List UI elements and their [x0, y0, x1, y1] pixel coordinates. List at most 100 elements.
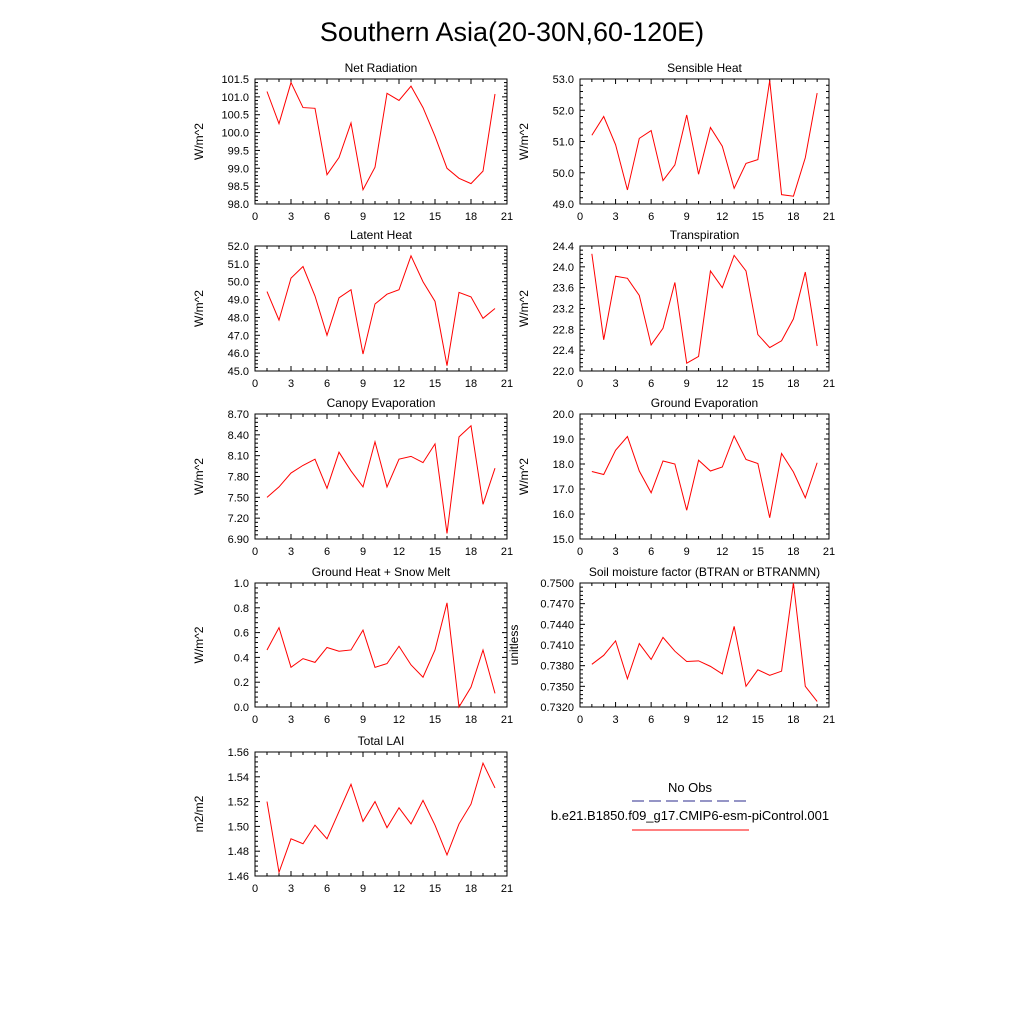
x-tick-label: 18 — [787, 378, 799, 390]
x-tick-label: 12 — [716, 714, 728, 726]
series-line — [591, 253, 818, 364]
chart-panel: Soil moisture factor (BTRAN or BTRANMN) 0… — [507, 565, 835, 726]
y-axis-label: W/m^2 — [192, 123, 206, 160]
x-tick-label: 12 — [393, 211, 405, 223]
plot-frame — [254, 751, 508, 877]
x-tick-label: 6 — [324, 211, 330, 223]
x-tick-label: 15 — [429, 714, 441, 726]
x-tick-label: 12 — [393, 714, 405, 726]
x-tick-label: 18 — [787, 211, 799, 223]
y-tick-label: 50.0 — [228, 277, 249, 289]
series-line — [591, 434, 818, 518]
y-tick-label: 98.5 — [228, 181, 249, 193]
x-tick-label: 15 — [429, 378, 441, 390]
legend-obs-label: No Obs — [668, 780, 713, 795]
y-tick-label: 16.0 — [553, 509, 574, 521]
x-tick-label: 21 — [501, 546, 513, 558]
x-tick-label: 18 — [465, 546, 477, 558]
x-tick-label: 15 — [429, 211, 441, 223]
x-tick-label: 6 — [324, 883, 330, 895]
y-axis-label: unitless — [507, 625, 521, 666]
y-tick-label: 99.0 — [228, 163, 249, 175]
x-tick-label: 9 — [684, 211, 690, 223]
y-tick-label: 0.6 — [234, 628, 249, 640]
chart-panel: Net Radiation 0 3 6 9 12 15 18 21 98.0 98.5 99.0 99.… — [192, 61, 513, 223]
plot-frame — [579, 413, 830, 540]
y-tick-label: 22.4 — [553, 345, 574, 357]
y-tick-label: 22.8 — [553, 324, 574, 336]
y-tick-label: 47.0 — [228, 330, 249, 342]
y-tick-label: 8.40 — [228, 430, 249, 442]
chart-panel: Ground Evaporation 0 3 6 9 12 15 18 21 15.0 16.0 17… — [517, 396, 835, 558]
x-tick-label: 0 — [252, 714, 258, 726]
y-tick-label: 46.0 — [228, 348, 249, 360]
y-axis-label: W/m^2 — [192, 626, 206, 663]
x-tick-label: 0 — [577, 211, 583, 223]
y-axis-label: W/m^2 — [192, 458, 206, 495]
x-tick-label: 0 — [252, 378, 258, 390]
x-tick-label: 21 — [501, 378, 513, 390]
series-line — [266, 602, 496, 709]
x-tick-label: 0 — [577, 714, 583, 726]
y-tick-label: 53.0 — [553, 74, 574, 86]
chart-panel: Latent Heat 0 3 6 9 12 15 18 21 45.0 46.0 47.0 48.0 4… — [192, 228, 513, 390]
y-tick-label: 0.7440 — [540, 619, 574, 631]
x-tick-label: 9 — [360, 714, 366, 726]
y-tick-label: 1.48 — [228, 846, 249, 858]
y-tick-label: 101.5 — [221, 74, 249, 86]
y-tick-label: 19.0 — [553, 434, 574, 446]
y-axis-label: W/m^2 — [517, 458, 531, 495]
y-tick-label: 99.5 — [228, 145, 249, 157]
y-tick-label: 100.5 — [221, 110, 249, 122]
y-tick-label: 0.4 — [234, 652, 249, 664]
x-tick-label: 6 — [324, 546, 330, 558]
y-axis-label: m2/m2 — [192, 795, 206, 832]
y-tick-label: 45.0 — [228, 366, 249, 378]
panel-title: Total LAI — [358, 734, 405, 748]
plot-frame — [254, 78, 508, 205]
x-tick-label: 0 — [252, 546, 258, 558]
y-tick-label: 1.0 — [234, 578, 249, 590]
series-line — [266, 424, 496, 534]
x-tick-label: 6 — [648, 378, 654, 390]
chart-panel: Canopy Evaporation 0 3 6 9 12 15 18 21 6.90 7.20 7.… — [192, 396, 513, 558]
y-tick-label: 49.0 — [228, 295, 249, 307]
panel-title: Net Radiation — [345, 61, 418, 75]
y-tick-label: 23.6 — [553, 283, 574, 295]
x-tick-label: 21 — [823, 378, 835, 390]
x-tick-label: 21 — [501, 211, 513, 223]
x-tick-label: 15 — [752, 546, 764, 558]
x-tick-label: 3 — [613, 714, 619, 726]
y-tick-label: 0.8 — [234, 603, 249, 615]
y-tick-label: 15.0 — [553, 534, 574, 546]
x-tick-label: 3 — [288, 546, 294, 558]
chart-panel: Transpiration 0 3 6 9 12 15 18 21 22.0 22.4 22.8 23.… — [517, 228, 835, 390]
chart-panel: Sensible Heat 0 3 6 9 12 15 18 21 49.0 50.0 51.0 52.… — [517, 61, 835, 223]
y-tick-label: 48.0 — [228, 312, 249, 324]
x-tick-label: 9 — [360, 883, 366, 895]
y-tick-label: 6.90 — [228, 534, 249, 546]
x-tick-label: 3 — [288, 211, 294, 223]
y-tick-label: 98.0 — [228, 199, 249, 211]
x-tick-label: 15 — [752, 714, 764, 726]
x-tick-label: 3 — [288, 378, 294, 390]
y-tick-label: 22.0 — [553, 366, 574, 378]
x-tick-label: 9 — [360, 546, 366, 558]
x-tick-label: 21 — [501, 714, 513, 726]
y-tick-label: 18.0 — [553, 459, 574, 471]
panel-title: Ground Evaporation — [651, 396, 758, 410]
y-tick-label: 8.10 — [228, 451, 249, 463]
plot-frame — [579, 78, 830, 205]
panel-title: Transpiration — [670, 228, 740, 242]
x-tick-label: 21 — [823, 546, 835, 558]
y-tick-label: 7.50 — [228, 492, 249, 504]
series-line — [266, 761, 496, 875]
x-tick-label: 3 — [613, 378, 619, 390]
y-tick-label: 20.0 — [553, 409, 574, 421]
x-tick-label: 3 — [613, 211, 619, 223]
y-tick-label: 7.20 — [228, 513, 249, 525]
panel-title: Latent Heat — [350, 228, 413, 242]
panel-title: Soil moisture factor (BTRAN or BTRANMN) — [589, 565, 820, 579]
y-tick-label: 0.2 — [234, 677, 249, 689]
x-tick-label: 3 — [288, 714, 294, 726]
